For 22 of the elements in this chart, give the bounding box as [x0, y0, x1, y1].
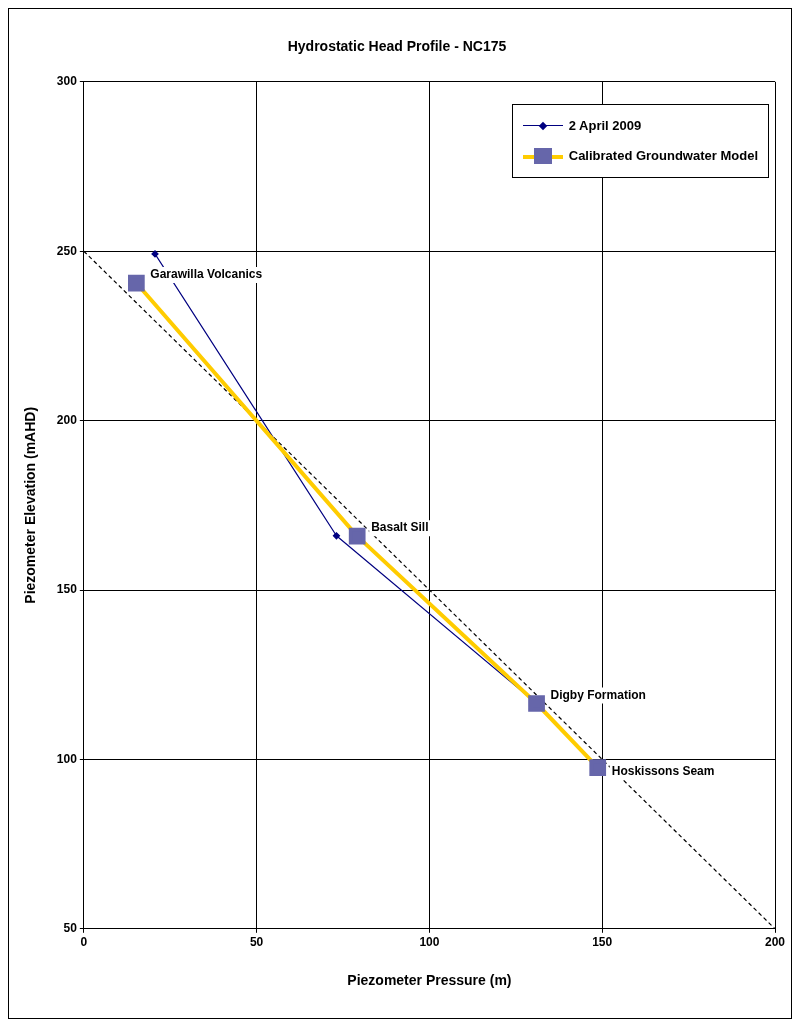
- chart-title: Hydrostatic Head Profile - NC175: [287, 38, 507, 55]
- point: [151, 250, 159, 258]
- x-tick-label: 0: [80, 935, 88, 950]
- x-tick-label: 200: [764, 935, 786, 950]
- annotation: Digby Formation: [550, 687, 646, 702]
- y-tick-label: 200: [56, 412, 78, 427]
- y-tick-label: 100: [56, 751, 78, 766]
- x-tick-label: 50: [249, 935, 264, 950]
- y-tick-label: 250: [56, 243, 78, 258]
- x-tick-label: 100: [419, 935, 440, 950]
- point: [332, 532, 341, 540]
- legend-label: Calibrated Groundwater Model: [568, 148, 758, 164]
- annotation: Basalt Sill: [371, 520, 429, 535]
- y-tick-label: 50: [63, 921, 78, 936]
- y-tick-label: 150: [56, 582, 78, 597]
- annotation: Hoskissons Seam: [611, 763, 715, 778]
- y-axis-title: Piezometer Elevation (mAHD): [22, 406, 39, 604]
- y-tick-label: 300: [56, 74, 78, 89]
- legend-label: 2 April 2009: [568, 118, 642, 134]
- x-axis-title: Piezometer Pressure (m): [347, 972, 512, 989]
- x-tick-label: 150: [592, 935, 613, 950]
- annotation: Garawilla Volcanics: [150, 267, 263, 282]
